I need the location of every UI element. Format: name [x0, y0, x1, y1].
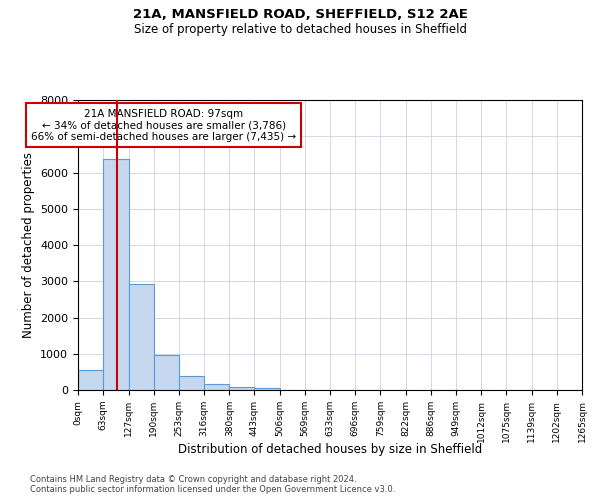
Bar: [254, 388, 280, 390]
Text: 21A, MANSFIELD ROAD, SHEFFIELD, S12 2AE: 21A, MANSFIELD ROAD, SHEFFIELD, S12 2AE: [133, 8, 467, 20]
Bar: [78, 370, 103, 390]
Bar: [179, 376, 204, 390]
Text: Contains public sector information licensed under the Open Government Licence v3: Contains public sector information licen…: [30, 485, 395, 494]
Text: Distribution of detached houses by size in Sheffield: Distribution of detached houses by size …: [178, 442, 482, 456]
Bar: [128, 284, 154, 390]
Bar: [229, 386, 254, 390]
Y-axis label: Number of detached properties: Number of detached properties: [22, 152, 35, 338]
Text: Contains HM Land Registry data © Crown copyright and database right 2024.: Contains HM Land Registry data © Crown c…: [30, 475, 356, 484]
Bar: [103, 158, 128, 390]
Bar: [154, 354, 179, 390]
Text: 21A MANSFIELD ROAD: 97sqm
← 34% of detached houses are smaller (3,786)
66% of se: 21A MANSFIELD ROAD: 97sqm ← 34% of detac…: [31, 108, 296, 142]
Text: Size of property relative to detached houses in Sheffield: Size of property relative to detached ho…: [133, 22, 467, 36]
Bar: [204, 384, 229, 390]
